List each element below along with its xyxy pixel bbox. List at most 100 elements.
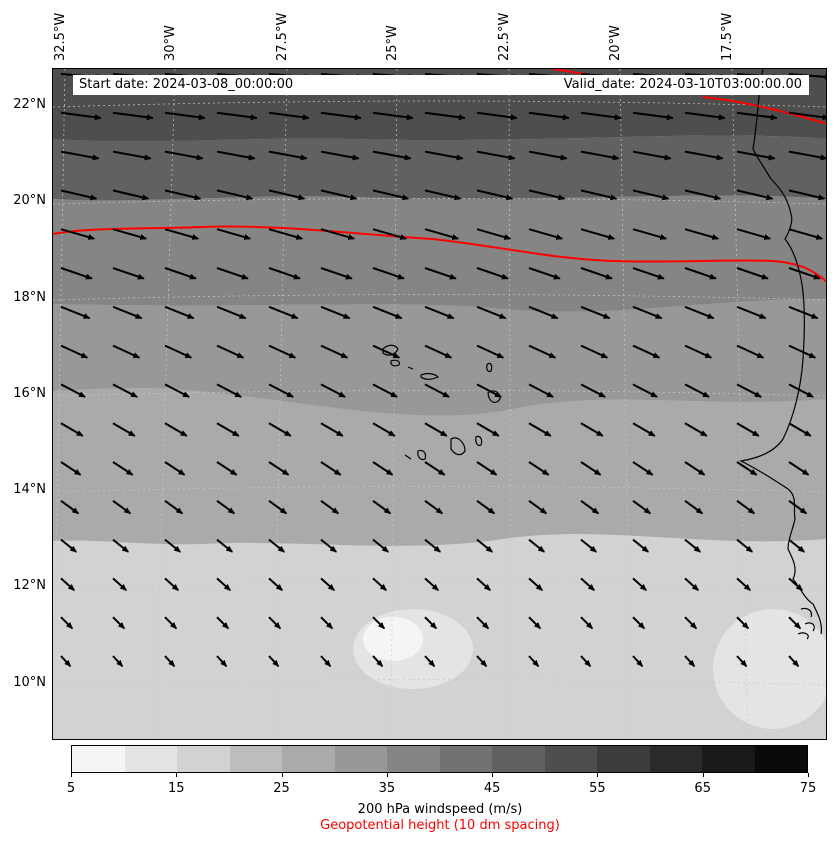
wind-arrow [476, 267, 509, 280]
wind-arrow [528, 422, 552, 437]
colorbar-swatch [124, 746, 177, 772]
wind-arrow [372, 228, 408, 240]
wind-arrow [788, 422, 812, 437]
wind-arrow [112, 499, 132, 515]
colorbar-swatch [439, 746, 492, 772]
bijagos-islands [797, 607, 815, 640]
wind-arrow [320, 228, 356, 240]
wind-arrow [424, 189, 462, 201]
wind-arrow [320, 344, 349, 359]
wind-arrow [268, 228, 304, 240]
colorbar-tick-label: 75 [799, 781, 817, 796]
wind-arrow [216, 616, 230, 630]
wind-arrow [424, 499, 444, 515]
colorbar-tick-label: 55 [589, 781, 606, 796]
island-sal [486, 362, 493, 373]
wind-arrow [736, 577, 751, 591]
wind-arrow [164, 655, 176, 668]
wind-arrow [528, 305, 559, 320]
wind-arrow [112, 422, 136, 437]
wind-arrow [320, 499, 340, 515]
wind-arrow [528, 577, 543, 591]
colorbar-tick-mark [808, 773, 809, 777]
wind-arrow [424, 344, 453, 359]
wind-arrow [372, 189, 410, 201]
wind-arrow [60, 228, 96, 240]
wind-arrow [632, 461, 654, 476]
wind-arrow [684, 538, 701, 553]
wind-arrow [684, 344, 713, 359]
wind-arrow [580, 383, 606, 398]
island-santa-luzia [407, 366, 414, 370]
island-maio [475, 435, 483, 446]
wind-arrow [424, 461, 446, 476]
wind-arrow [736, 538, 753, 553]
wind-arrow [372, 344, 401, 359]
wind-arrow [60, 189, 98, 201]
wind-arrow [60, 577, 75, 591]
wind-arrow [632, 111, 674, 121]
lat-label-14n: 14°N [13, 482, 46, 497]
colorbar-swatch [544, 746, 597, 772]
wind-arrow [736, 655, 748, 668]
wind-arrow [788, 73, 826, 80]
island-boa-vista [487, 390, 501, 403]
wind-arrow [788, 499, 808, 515]
wind-arrow [528, 344, 557, 359]
wind-arrow [268, 461, 290, 476]
wind-arrow [112, 150, 152, 161]
wind-arrow [372, 461, 394, 476]
wind-arrow [528, 111, 570, 121]
colorbar-swatch [334, 746, 387, 772]
wind-arrow [216, 189, 254, 201]
wind-arrow [320, 383, 346, 398]
wind-arrow [268, 150, 308, 161]
wind-arrow [476, 189, 514, 201]
island-sao-vicente [390, 359, 401, 367]
wind-arrow [60, 267, 93, 280]
wind-arrow [164, 228, 200, 240]
wind-arrow [268, 267, 301, 280]
wind-arrow [736, 150, 776, 161]
wind-arrow [60, 538, 77, 553]
wind-arrow [476, 344, 505, 359]
wind-arrow [788, 267, 821, 280]
wind-arrow [164, 577, 179, 591]
wind-arrow [164, 344, 193, 359]
wind-arrow [736, 344, 765, 359]
wind-arrow [528, 655, 540, 668]
wind-arrow [476, 538, 493, 553]
colorbar-swatch [492, 746, 545, 772]
colorbar-tick-label: 15 [168, 781, 185, 796]
wind-arrow [476, 422, 500, 437]
wind-arrow [476, 111, 518, 121]
wind-arrow [320, 111, 362, 121]
wind-arrow [788, 577, 803, 591]
colorbar-tick-label: 25 [273, 781, 290, 796]
wind-arrow [372, 499, 392, 515]
wind-arrow [268, 305, 299, 320]
wind-arrow [216, 461, 238, 476]
colorbar-tick-label: 35 [378, 781, 396, 796]
wind-arrow [528, 267, 561, 280]
shade-patch-lightest [363, 617, 423, 661]
wind-arrow [528, 383, 554, 398]
lon-label-32.5w: 32.5°W [53, 12, 68, 61]
wind-arrow [268, 616, 282, 630]
wind-arrow [632, 267, 665, 280]
wind-arrow [268, 577, 283, 591]
wind-arrow [424, 305, 455, 320]
wind-arrow [424, 228, 460, 240]
wind-arrow [580, 422, 604, 437]
wind-arrow [684, 267, 717, 280]
wind-arrow [164, 150, 204, 161]
wind-arrow [632, 538, 649, 553]
wind-arrow [632, 228, 668, 240]
wind-arrow [736, 189, 774, 201]
wind-arrow [632, 383, 658, 398]
contour-line-south [53, 225, 826, 283]
wind-arrow [216, 499, 236, 515]
wind-arrow [788, 305, 819, 320]
wind-arrow [476, 461, 498, 476]
wind-arrow [736, 499, 756, 515]
